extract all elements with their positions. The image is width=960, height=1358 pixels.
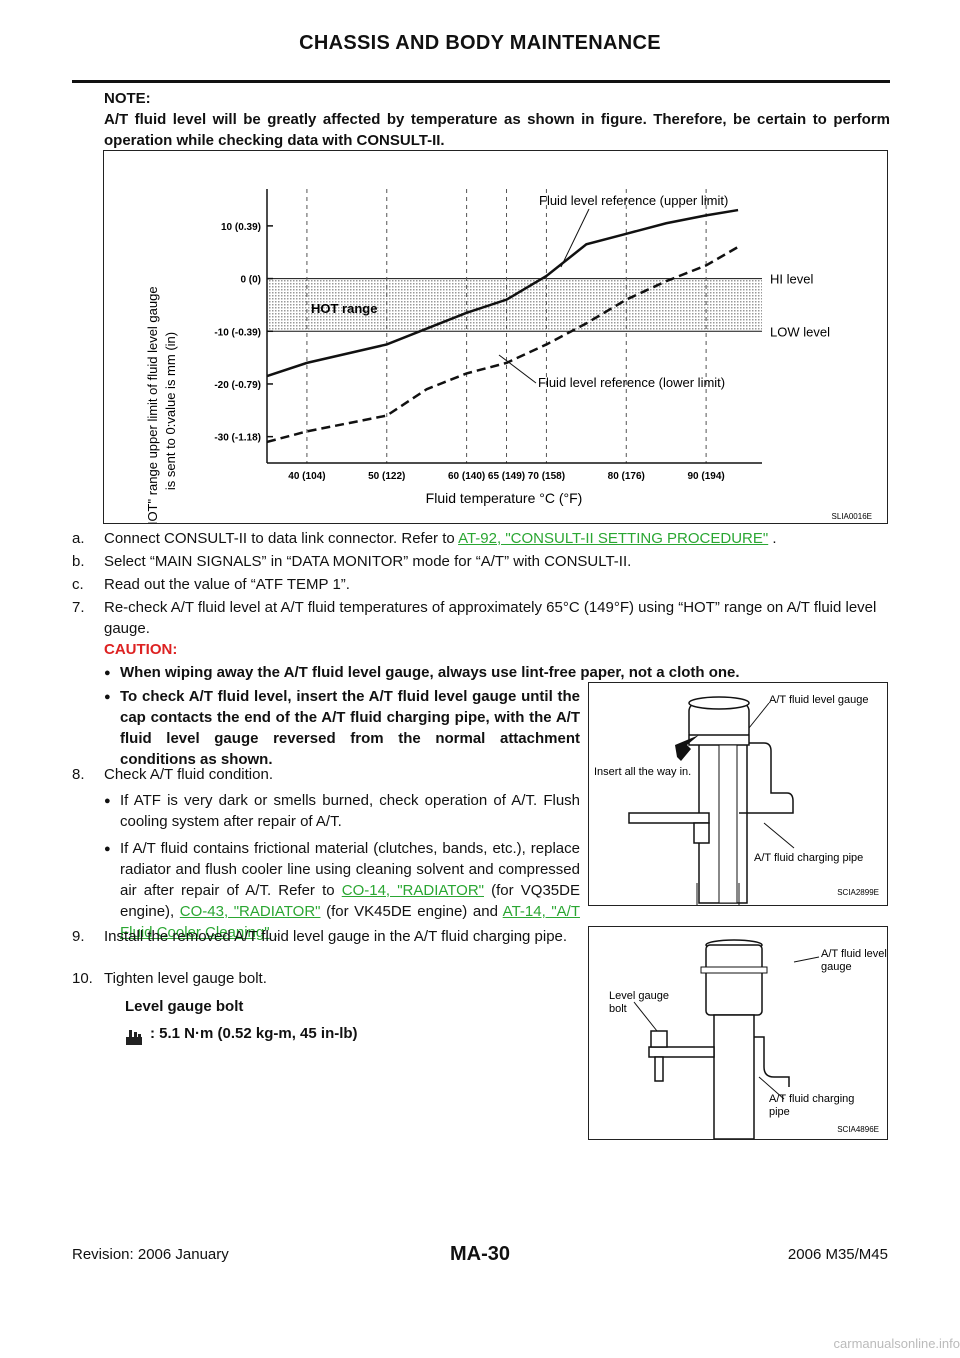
fig2-id: SCIA2899E: [837, 888, 879, 897]
torque-title: Level gauge bolt: [125, 998, 244, 1015]
link-consult-setting[interactable]: AT-92, "CONSULT-II SETTING PROCEDURE": [458, 530, 769, 547]
step-a-label: a.: [72, 530, 85, 547]
level-gauge-bolt-illustration: A/T fluid level gauge Level gauge bolt A…: [609, 939, 887, 1140]
link-co-14-radiator[interactable]: CO-14, "RADIATOR": [341, 882, 484, 899]
callout-lower-limit: [498, 354, 537, 384]
note-label: NOTE:: [104, 90, 151, 107]
page-header: CHASSIS AND BODY MAINTENANCE: [299, 32, 661, 54]
footer-model: 2006 M35/M45: [787, 1246, 888, 1263]
x-tick-label: 40 (104): [288, 471, 325, 482]
wrench-icon: [126, 1030, 142, 1045]
step-9-text: Install the removed A/T fluid level gaug…: [104, 928, 568, 945]
step-7: 7. Re-check A/T fluid level at A/T fluid…: [72, 597, 892, 641]
caution-1-text: When wiping away the A/T fluid level gau…: [120, 664, 740, 681]
fluid-level-chart-figure: 10 (0.39) 0 (0) -10 (-0.39) -20 (-0.79) -30 …: [103, 150, 888, 536]
chart-ylabel-2: is sent to 0:value is mm (in): [163, 332, 178, 490]
footer-watermark: carmanualsonline.info: [833, 1336, 960, 1351]
y-tick-label: -10 (-0.39): [214, 327, 261, 338]
y-tick-label: -20 (-0.79): [214, 380, 261, 391]
step-c-label: c.: [72, 576, 84, 593]
series-label-upper-limit: Fluid level reference (upper limit): [539, 193, 728, 208]
lower-limit-series-line: [266, 245, 739, 444]
chart-figure-id: SLIA0016E: [832, 512, 872, 521]
step-c-text: Read out the value of “ATF TEMP 1”.: [104, 576, 350, 593]
fig2-label-pipe: A/T fluid charging pipe: [754, 852, 863, 864]
series-label-lower-limit: Fluid level reference (lower limit): [538, 375, 725, 390]
x-tick-label: 70 (158): [528, 471, 565, 482]
fig3-label-pipe-1: A/T fluid charging: [769, 1093, 854, 1105]
fig3-label-bolt-2: bolt: [609, 1003, 627, 1015]
y-tick-label: -30 (-1.18): [214, 433, 261, 444]
step-7-label: 7.: [72, 599, 85, 616]
fig2-label-insert: Insert all the way in.: [594, 766, 691, 778]
header-rule: [72, 80, 890, 83]
bullet-icon: ●: [104, 795, 111, 807]
x-tick-label: 65 (149): [488, 471, 525, 482]
caution-2-text: To check A/T fluid level, insert the A/T…: [120, 688, 580, 768]
footer-revision: Revision: 2006 January: [72, 1246, 229, 1263]
fig2-label-gauge: A/T fluid level gauge: [769, 694, 868, 706]
step-b-text: Select “MAIN SIGNALS” in “DATA MONITOR” …: [104, 553, 632, 570]
step-8-bullet-2-end: .: [273, 924, 278, 941]
step-7-text: Re-check A/T fluid level at A/T fluid te…: [104, 599, 877, 637]
link-co-43-radiator[interactable]: CO-43, "RADIATOR": [179, 903, 321, 920]
step-8-label: 8.: [72, 766, 85, 783]
fig3-label-gauge-2: gauge: [821, 961, 852, 973]
low-level-label: LOW level: [770, 324, 830, 339]
chart-ylabel-1: "HOT" range upper limit of fluid level g…: [145, 286, 160, 523]
bullet-icon: ●: [104, 691, 111, 703]
step-10-label: 10.: [72, 970, 93, 987]
step-b-label: b.: [72, 553, 85, 570]
step-8-text: Check A/T fluid condition.: [104, 766, 273, 783]
footer-page-number: MA-30: [449, 1243, 510, 1265]
step-8-bullet-2-mid: (for VQ35DE engine),: [120, 882, 580, 920]
step-9-label: 9.: [72, 928, 85, 945]
gauge-insert-figure: A/T fluid level gauge Insert all the way…: [588, 682, 888, 906]
link-at-14-cooler-cleaning[interactable]: AT-14, "A/T Fluid Cooler Cleaning": [120, 903, 580, 941]
fluid-level-chart: 10 (0.39) 0 (0) -10 (-0.39) -20 (-0.79) -30 …: [145, 189, 872, 536]
callout-upper-limit: [560, 208, 590, 268]
fig3-id: SCIA4896E: [837, 1125, 879, 1134]
fig3-label-bolt-1: Level gauge: [609, 990, 669, 1002]
step-8-bullet-1-text: If ATF is very dark or smells burned, ch…: [120, 792, 580, 830]
x-tick-label: 50 (122): [368, 471, 405, 482]
fig3-label-gauge-1: A/T fluid level: [821, 948, 887, 960]
step-8-bullet-2-mid2: (for VK45DE engine) and: [326, 903, 498, 920]
x-tick-label: 90 (194): [687, 471, 724, 482]
step-8-bullet-2-text: If A/T fluid contains frictional materia…: [120, 840, 580, 899]
torque-value: : 5.1 N·m (0.52 kg-m, 45 in-lb): [150, 1025, 358, 1042]
level-gauge-bolt-figure: A/T fluid level gauge Level gauge bolt A…: [588, 926, 888, 1140]
bullet-icon: ●: [104, 667, 111, 679]
fig3-label-pipe-2: pipe: [769, 1106, 790, 1118]
hot-range-label: HOT range: [311, 301, 377, 316]
hot-range-band: [267, 278, 762, 332]
chart-xlabel: Fluid temperature °C (°F): [426, 490, 583, 506]
note-block: NOTE: A/T fluid level will be greatly af…: [104, 88, 890, 151]
caution-label: CAUTION:: [104, 641, 178, 658]
step-a-text: Connect CONSULT-II to data link connecto…: [104, 530, 455, 547]
step-a-end: .: [772, 530, 777, 547]
torque-spec: Level gauge bolt : 5.1 N·m (0.52 kg-m, 4…: [125, 998, 505, 1049]
x-tick-label: 80 (176): [608, 471, 645, 482]
hi-level-label: HI level: [770, 272, 813, 287]
note-text: A/T fluid level will be greatly affected…: [104, 111, 890, 149]
y-tick-label: 10 (0.39): [221, 222, 261, 233]
step-10-text: Tighten level gauge bolt.: [104, 970, 267, 987]
bullet-icon: ●: [104, 843, 111, 855]
x-tick-label: 60 (140): [448, 471, 485, 482]
gauge-insert-illustration: A/T fluid level gauge Insert all the way…: [594, 694, 879, 905]
upper-limit-series-line: [266, 208, 739, 378]
y-tick-label: 0 (0): [240, 275, 261, 286]
